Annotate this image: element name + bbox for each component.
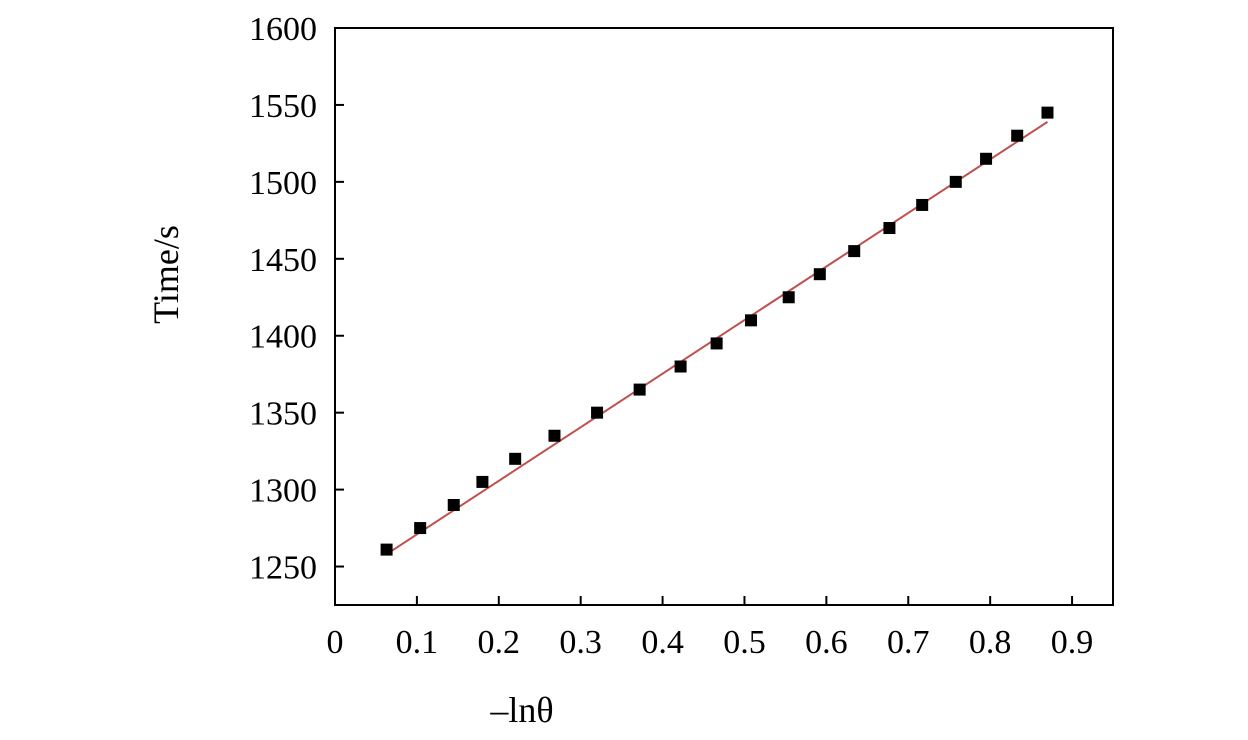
data-point xyxy=(745,314,758,327)
data-point xyxy=(548,429,561,442)
y-tick-label: 1550 xyxy=(249,88,317,125)
data-point xyxy=(591,406,604,419)
y-axis-ticks: 1250 1300 1350 1400 1450 1500 1550 1600 xyxy=(249,11,344,587)
data-point xyxy=(813,268,826,281)
data-point xyxy=(883,222,896,235)
y-tick-label: 1500 xyxy=(249,165,317,202)
x-tick-label: 0 xyxy=(327,624,344,661)
y-tick-label: 1300 xyxy=(249,473,317,510)
y-tick-label: 1250 xyxy=(249,550,317,587)
data-points-layer xyxy=(380,106,1054,556)
y-tick-label: 1450 xyxy=(249,242,317,279)
data-point xyxy=(380,543,393,556)
data-point xyxy=(710,337,723,350)
data-point xyxy=(1011,129,1024,142)
x-tick-label: 0.4 xyxy=(641,624,684,661)
x-tick-label: 0.3 xyxy=(559,624,602,661)
data-point xyxy=(509,452,522,465)
data-point xyxy=(916,198,929,211)
data-point xyxy=(447,498,460,511)
x-tick-label: 0.2 xyxy=(478,624,521,661)
x-axis-ticks: 0 0.1 0.2 0.3 0.4 0.5 0.6 0.7 0.8 0.9 xyxy=(327,596,1094,661)
x-tick-label: 0.7 xyxy=(887,624,930,661)
data-point xyxy=(782,291,795,304)
x-tick-label: 0.5 xyxy=(723,624,766,661)
y-tick-label: 1400 xyxy=(249,319,317,356)
x-tick-label: 0.9 xyxy=(1051,624,1094,661)
x-tick-label: 0.1 xyxy=(396,624,439,661)
plot-frame xyxy=(334,27,1114,606)
data-point xyxy=(414,522,427,535)
data-point xyxy=(633,383,646,396)
data-point xyxy=(1041,106,1054,119)
data-point xyxy=(949,175,962,188)
y-axis-title: Time/s xyxy=(146,225,186,324)
x-tick-label: 0.8 xyxy=(969,624,1012,661)
x-axis-title: –lnθ xyxy=(489,690,553,730)
x-tick-label: 0.6 xyxy=(805,624,848,661)
y-tick-label: 1600 xyxy=(249,11,317,48)
data-point xyxy=(848,245,861,258)
data-point xyxy=(674,360,687,373)
y-tick-label: 1350 xyxy=(249,396,317,433)
data-point xyxy=(476,475,489,488)
data-point xyxy=(980,152,993,165)
